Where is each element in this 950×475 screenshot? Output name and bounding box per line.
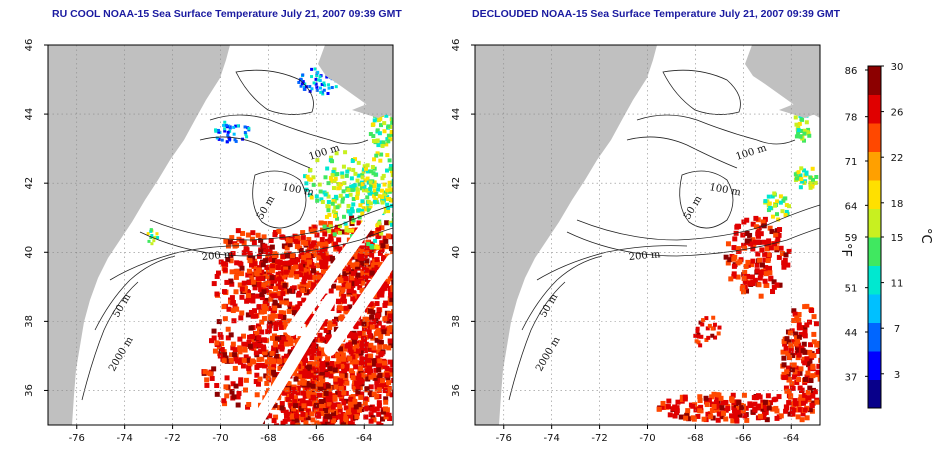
- fahrenheit-tick-label: 37: [845, 372, 858, 383]
- left-sst-layer: [146, 67, 393, 425]
- lat-tick-label: 36: [451, 384, 462, 397]
- fahrenheit-unit-label: °F: [838, 243, 853, 257]
- fahrenheit-tick-label: 71: [845, 157, 858, 168]
- lon-tick-label: -66: [735, 433, 751, 444]
- lat-tick-label: 46: [451, 39, 462, 52]
- lat-tick-label: 44: [24, 108, 35, 121]
- lat-tick-label: 38: [451, 315, 462, 328]
- lat-tick-label: 42: [24, 177, 35, 190]
- right-sst-layer: [656, 113, 820, 424]
- lon-tick-label: -70: [639, 433, 655, 444]
- left-grid: [48, 45, 393, 425]
- colorbar-fahrenheit-ticks: 86 78 71 64 59 51 44 37: [845, 66, 868, 383]
- colorbar-gradient: [868, 66, 881, 409]
- celsius-tick-label: 3: [894, 370, 900, 381]
- lat-tick-label: 44: [451, 108, 462, 121]
- fahrenheit-tick-label: 51: [845, 284, 858, 295]
- left-lon-ticks: -76 -74 -72 -70 -68 -66 -64: [69, 425, 372, 444]
- lon-tick-label: -76: [69, 433, 85, 444]
- lon-tick-label: -72: [164, 433, 180, 444]
- celsius-tick-label: 18: [891, 199, 904, 210]
- lat-tick-label: 46: [24, 39, 35, 52]
- lat-tick-label: 40: [24, 246, 35, 259]
- right-grid: [475, 45, 820, 425]
- lon-tick-label: -76: [496, 433, 512, 444]
- fahrenheit-tick-label: 86: [845, 66, 858, 77]
- lat-tick-label: 38: [24, 315, 35, 328]
- lon-tick-label: -64: [356, 433, 372, 444]
- lon-tick-label: -68: [260, 433, 276, 444]
- lat-tick-label: 40: [451, 246, 462, 259]
- contour-label: 200 m: [201, 249, 234, 263]
- colorbar-celsius-ticks: 30 26 22 18 15 11 7 3: [881, 62, 903, 381]
- celsius-tick-label: 22: [891, 153, 904, 164]
- lon-tick-label: -74: [116, 433, 132, 444]
- celsius-tick-label: 30: [891, 62, 904, 73]
- lon-tick-label: -70: [212, 433, 228, 444]
- celsius-unit-label: °C: [918, 228, 933, 244]
- lon-tick-label: -68: [687, 433, 703, 444]
- colorbar: 86 78 71 64 59 51 44 37 30 26 22 18 15 11 7 3 °F °C: [838, 62, 933, 409]
- contour-label: 200 m: [628, 249, 661, 263]
- fahrenheit-tick-label: 64: [845, 201, 858, 212]
- celsius-tick-label: 11: [891, 279, 904, 290]
- lon-tick-label: -64: [783, 433, 799, 444]
- fahrenheit-tick-label: 59: [845, 233, 858, 244]
- celsius-tick-label: 26: [891, 108, 904, 119]
- celsius-tick-label: 15: [891, 233, 904, 244]
- right-lat-ticks: 46 44 42 40 38 36: [451, 39, 475, 397]
- right-lon-ticks: -76 -74 -72 -70 -68 -66 -64: [496, 425, 799, 444]
- lon-tick-label: -66: [308, 433, 324, 444]
- fahrenheit-tick-label: 78: [845, 113, 858, 124]
- left-panel-title: RU COOL NOAA-15 Sea Surface Temperature …: [52, 8, 402, 20]
- celsius-tick-label: 7: [894, 324, 900, 335]
- lat-tick-label: 36: [24, 384, 35, 397]
- right-panel-title: DECLOUDED NOAA-15 Sea Surface Temperatur…: [472, 8, 841, 20]
- left-lat-ticks: 46 44 42 40 38 36: [24, 39, 48, 397]
- lon-tick-label: -72: [591, 433, 607, 444]
- lon-tick-label: -74: [543, 433, 559, 444]
- lat-tick-label: 42: [451, 177, 462, 190]
- fahrenheit-tick-label: 44: [845, 328, 858, 339]
